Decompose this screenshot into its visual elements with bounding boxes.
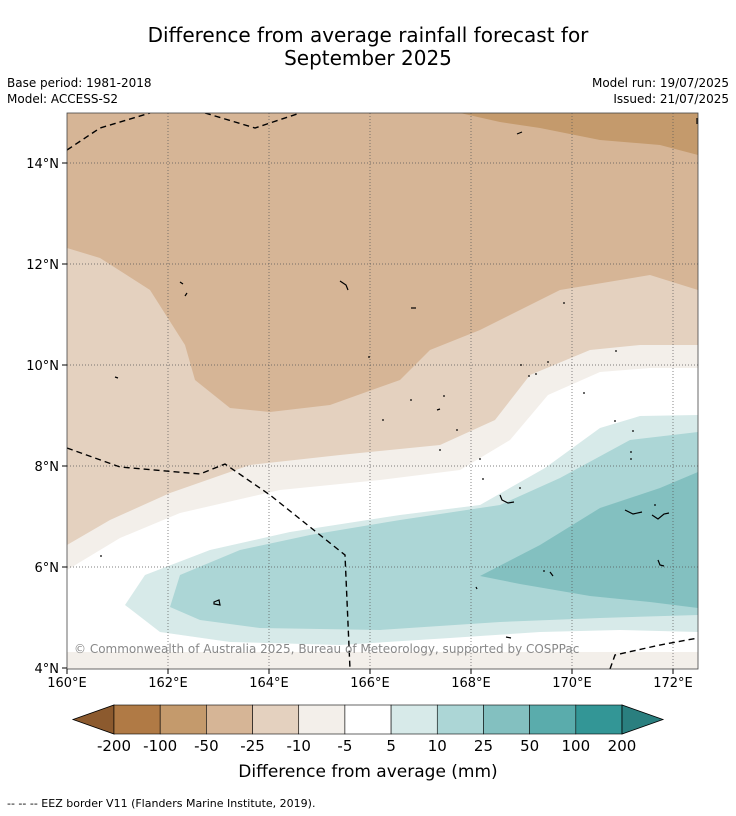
colorbar-bin <box>529 704 577 735</box>
colorbar-bin <box>483 704 530 735</box>
lat-label-12n: 12°N <box>26 258 59 273</box>
lon-label-166e: 166°E <box>350 676 390 691</box>
island-outlines <box>114 118 698 639</box>
lat-gridlines <box>67 162 698 568</box>
colorbar-arrow-low <box>71 704 115 735</box>
colorbar-tick-label: 50 <box>520 737 539 755</box>
colorbar-bin <box>575 704 623 735</box>
eez-legend-note: -- -- -- EEZ border V11 (Flanders Marine… <box>7 797 316 810</box>
model-name: Model: ACCESS-S2 <box>7 92 119 106</box>
colorbar-tick-label: 25 <box>474 737 493 755</box>
band-dry-25 <box>67 113 698 412</box>
colorbar-arrow-high <box>621 704 665 735</box>
map-plot-area: © Commonwealth of Australia 2025, Bureau… <box>67 113 698 669</box>
colorbar-bin <box>298 704 346 735</box>
colorbar-tick-label: -200 <box>97 737 131 755</box>
colorbar-tick-label: -50 <box>194 737 219 755</box>
colorbar-bin <box>252 704 300 735</box>
colorbar-bin <box>344 704 392 735</box>
issued-date: Issued: 21/07/2025 <box>613 92 729 106</box>
colorbar-tick-label: 200 <box>608 737 637 755</box>
lat-label-14n: 14°N <box>26 157 59 172</box>
lon-label-162e: 162°E <box>148 676 188 691</box>
colorbar-bin <box>436 704 484 735</box>
lat-label-8n: 8°N <box>35 460 60 475</box>
colorbar-tick-label: -5 <box>337 737 352 755</box>
colorbar-tick-label: 10 <box>428 737 447 755</box>
band-dry-5-south <box>67 652 698 669</box>
colorbar-tick-label: -100 <box>143 737 177 755</box>
colorbar-tick-label: 100 <box>561 737 590 755</box>
colorbar-tick-label: -10 <box>286 737 311 755</box>
band-wet-25 <box>480 472 698 608</box>
lon-label-160e: 160°E <box>47 676 87 691</box>
lon-label-168e: 168°E <box>451 676 491 691</box>
lon-ticks <box>66 669 674 674</box>
atoll-dots <box>100 302 656 572</box>
lat-ticks <box>62 162 67 669</box>
copyright-notice: © Commonwealth of Australia 2025, Bureau… <box>74 642 579 656</box>
colorbar-bin <box>159 704 207 735</box>
lat-label-6n: 6°N <box>35 561 60 576</box>
colorbar-tick-label: -25 <box>240 737 265 755</box>
lon-label-170e: 170°E <box>552 676 592 691</box>
base-period: Base period: 1981-2018 <box>7 76 152 90</box>
colorbar-bin <box>113 704 161 735</box>
map-title-line2: September 2025 <box>284 46 452 70</box>
colorbar-tick-label: 5 <box>386 737 396 755</box>
lon-labels: 160°E 162°E 164°E 166°E 168°E 170°E 172°… <box>47 676 693 691</box>
colorbar-bin <box>390 704 438 735</box>
colorbar-bin <box>206 704 253 735</box>
lat-labels: 14°N 12°N 10°N 8°N 6°N 4°N <box>26 157 59 677</box>
lat-label-10n: 10°N <box>26 359 59 374</box>
map-frame <box>66 112 699 670</box>
band-dry-50 <box>460 113 698 155</box>
colorbar-label: Difference from average (mm) <box>238 762 498 782</box>
map-title-line1: Difference from average rainfall forecas… <box>147 23 589 47</box>
lon-label-164e: 164°E <box>249 676 289 691</box>
model-run: Model run: 19/07/2025 <box>591 76 729 90</box>
colorbar: -200 -100 -50 -25 -10 -5 5 10 25 50 100 200 <box>71 704 665 755</box>
lat-label-4n: 4°N <box>35 662 60 677</box>
eez-border-lines <box>67 113 698 669</box>
lon-label-172e: 172°E <box>653 676 693 691</box>
